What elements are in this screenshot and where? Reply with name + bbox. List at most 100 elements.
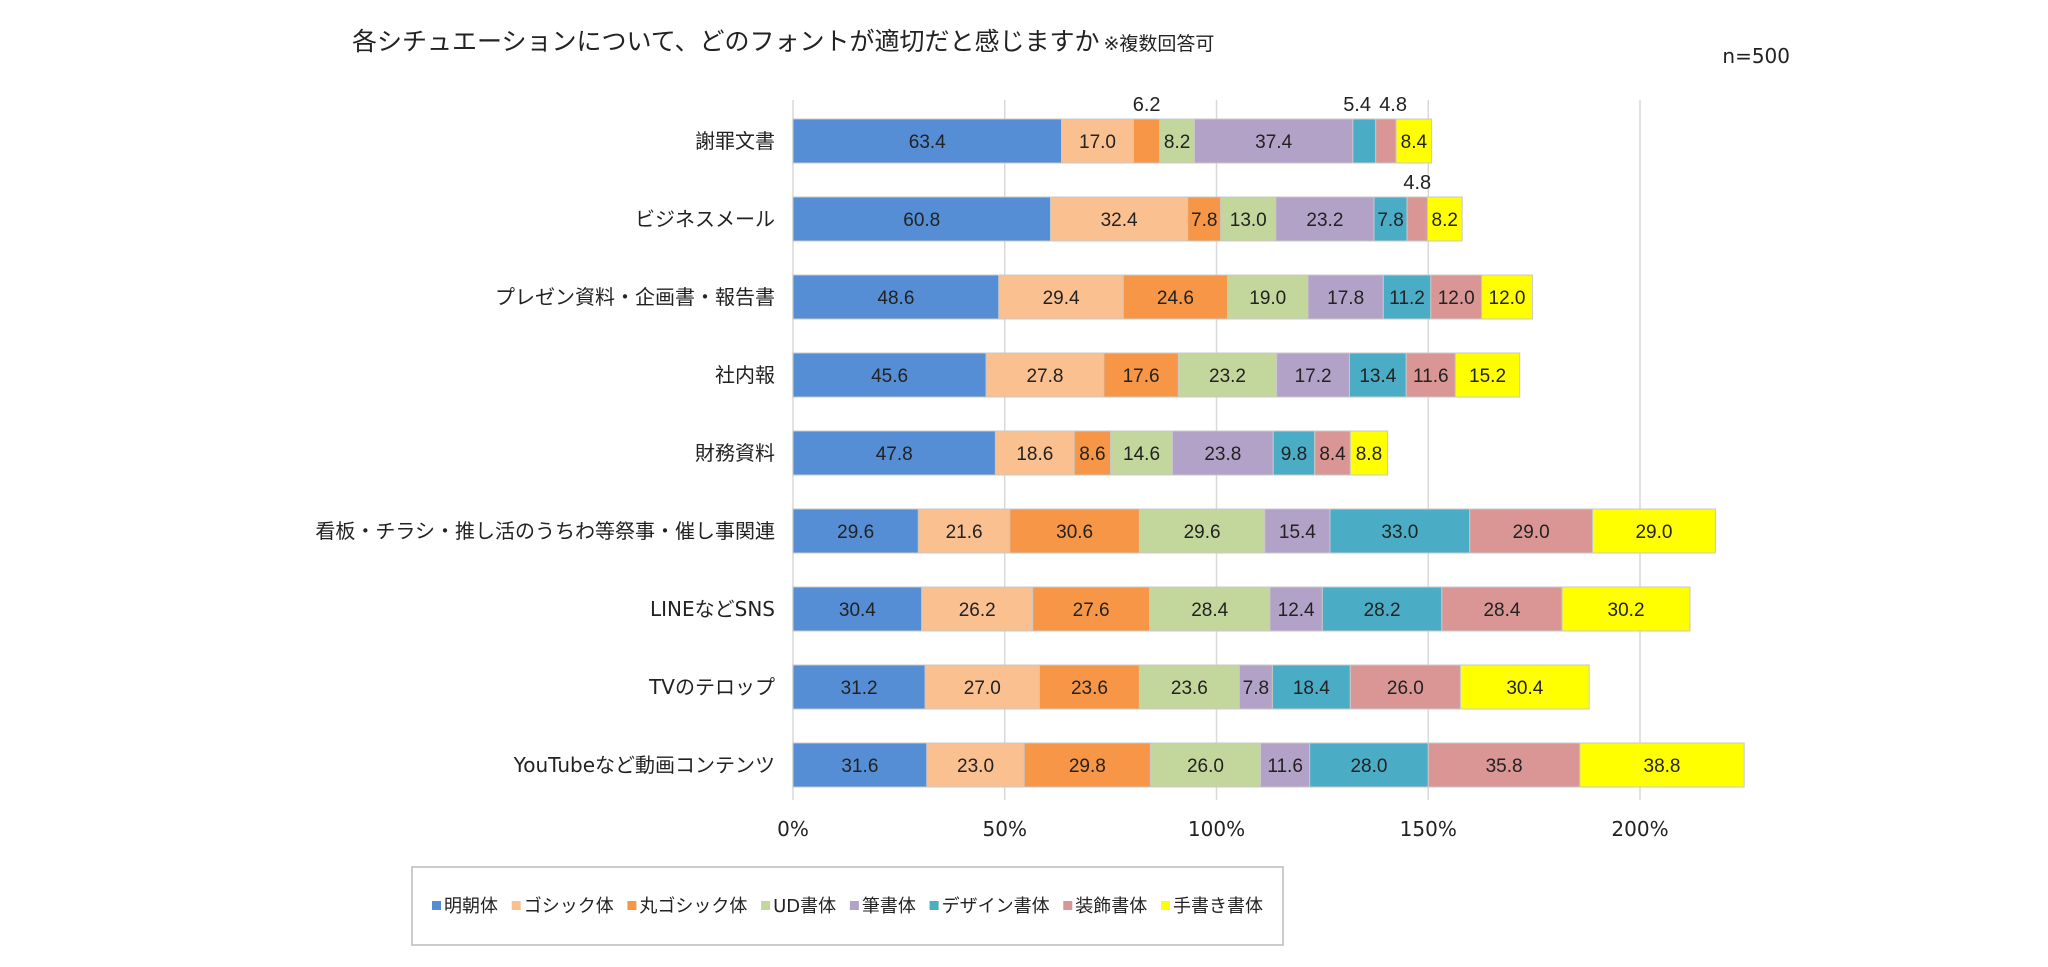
data-label: 15.2 — [1469, 366, 1506, 387]
data-label: 8.2 — [1164, 132, 1190, 153]
data-label: 8.8 — [1356, 444, 1382, 465]
legend-label: 丸ゴシック体 — [639, 896, 747, 917]
category-label: TVのテロップ — [648, 675, 775, 699]
data-label: 8.6 — [1079, 444, 1105, 465]
data-label: 29.0 — [1635, 522, 1672, 543]
category-label: 謝罪文書 — [695, 129, 775, 153]
bar-segment — [1426, 196, 1463, 242]
data-label: 24.6 — [1157, 288, 1194, 309]
data-label: 15.4 — [1279, 522, 1316, 543]
legend-swatch — [849, 901, 859, 910]
bar-segment — [924, 664, 1040, 710]
legend-box — [411, 866, 1284, 946]
bar-segment — [1561, 586, 1691, 632]
bar-segment — [1579, 742, 1745, 788]
category-label: 社内報 — [715, 363, 775, 387]
data-label: 17.8 — [1327, 288, 1364, 309]
legend-swatch — [1063, 901, 1073, 910]
data-label: 29.8 — [1069, 756, 1106, 777]
data-label: 23.2 — [1209, 366, 1246, 387]
legend-label: UD書体 — [773, 896, 836, 917]
bar-segment — [792, 430, 996, 476]
bar-segment — [1373, 196, 1408, 242]
data-label: 31.2 — [841, 678, 878, 699]
data-label: 45.6 — [871, 366, 908, 387]
bar-segment — [1321, 586, 1443, 632]
data-label: 23.2 — [1306, 210, 1343, 231]
data-label: 29.6 — [837, 522, 874, 543]
legend-label: 装飾書体 — [1075, 896, 1147, 917]
legend-label: 手書き書体 — [1173, 896, 1263, 917]
data-label: 18.4 — [1293, 678, 1330, 699]
data-label: 28.4 — [1191, 600, 1228, 621]
bar-segment — [1454, 352, 1521, 398]
data-label: 30.4 — [1506, 678, 1543, 699]
data-label: 7.8 — [1191, 210, 1217, 231]
x-tick-label: 150% — [1400, 817, 1457, 841]
data-label: 35.8 — [1486, 756, 1523, 777]
bar-segment — [1264, 508, 1331, 554]
legend-swatch — [761, 901, 771, 910]
data-label: 30.4 — [839, 600, 876, 621]
data-label: 14.6 — [1123, 444, 1160, 465]
category-label: 看板・チラシ・推し活のうちわ等祭事・催し事関連 — [315, 519, 775, 543]
data-label: 4.8 — [1379, 94, 1407, 116]
data-label: 17.0 — [1079, 132, 1116, 153]
bar-segment — [1276, 352, 1350, 398]
data-label: 11.2 — [1389, 288, 1425, 309]
legend-swatch — [511, 901, 521, 910]
data-label: 23.8 — [1204, 444, 1241, 465]
bar-segment — [792, 664, 926, 710]
bar-segment — [1049, 196, 1189, 242]
bar-segment — [1382, 274, 1432, 320]
bar-segment — [1132, 118, 1161, 164]
bar-segment — [792, 274, 1000, 320]
data-label: 17.6 — [1123, 366, 1160, 387]
bar-segment — [1430, 274, 1483, 320]
data-label: 48.6 — [877, 288, 914, 309]
data-label: 8.4 — [1401, 132, 1428, 153]
bar-segment — [1375, 118, 1397, 164]
data-label: 30.6 — [1056, 522, 1093, 543]
legend-swatch — [1161, 901, 1170, 910]
data-label: 13.4 — [1359, 366, 1396, 387]
bar-segment — [1122, 274, 1229, 320]
bar-segment — [1038, 664, 1140, 710]
data-label: 11.6 — [1413, 366, 1449, 387]
category-label: YouTubeなど動画コンテンツ — [513, 753, 775, 777]
bar-segment — [1314, 430, 1351, 476]
data-label: 60.8 — [903, 210, 940, 231]
data-label: 7.8 — [1243, 678, 1269, 699]
data-label: 23.6 — [1071, 678, 1108, 699]
bar-segment — [1009, 508, 1140, 554]
x-tick-label: 50% — [983, 817, 1027, 841]
bar-segment — [792, 352, 987, 398]
bar-segment — [1592, 508, 1716, 554]
bar-segment — [1395, 118, 1433, 164]
bar-segment — [985, 352, 1105, 398]
bar-segment — [1227, 274, 1309, 320]
category-label: ビジネスメール — [635, 207, 775, 231]
legend-label: ゴシック体 — [524, 896, 614, 917]
data-label: 29.6 — [1184, 522, 1221, 543]
data-label: 19.0 — [1249, 288, 1286, 309]
bar-segment — [1220, 196, 1277, 242]
data-label: 5.4 — [1343, 94, 1371, 116]
bar-segment — [1307, 274, 1384, 320]
bar-segment — [1349, 430, 1389, 476]
data-label: 47.8 — [876, 444, 913, 465]
bar-segment — [1427, 742, 1581, 788]
data-label: 21.6 — [946, 522, 983, 543]
bar-segment — [1329, 508, 1471, 554]
bar-segment — [1271, 664, 1351, 710]
bar-segment — [1309, 742, 1429, 788]
data-label: 27.6 — [1073, 600, 1110, 621]
bars: 63.4 17.06.28.2 37.45.4 4.88.460.8 32.4 7.8 13… — [792, 94, 1745, 788]
data-label: 32.4 — [1101, 210, 1138, 231]
bar-segment — [1272, 430, 1316, 476]
data-label: 6.2 — [1133, 94, 1161, 116]
legend-swatch — [432, 901, 441, 910]
data-label: 63.4 — [909, 132, 946, 153]
bar-segment — [1406, 196, 1428, 242]
